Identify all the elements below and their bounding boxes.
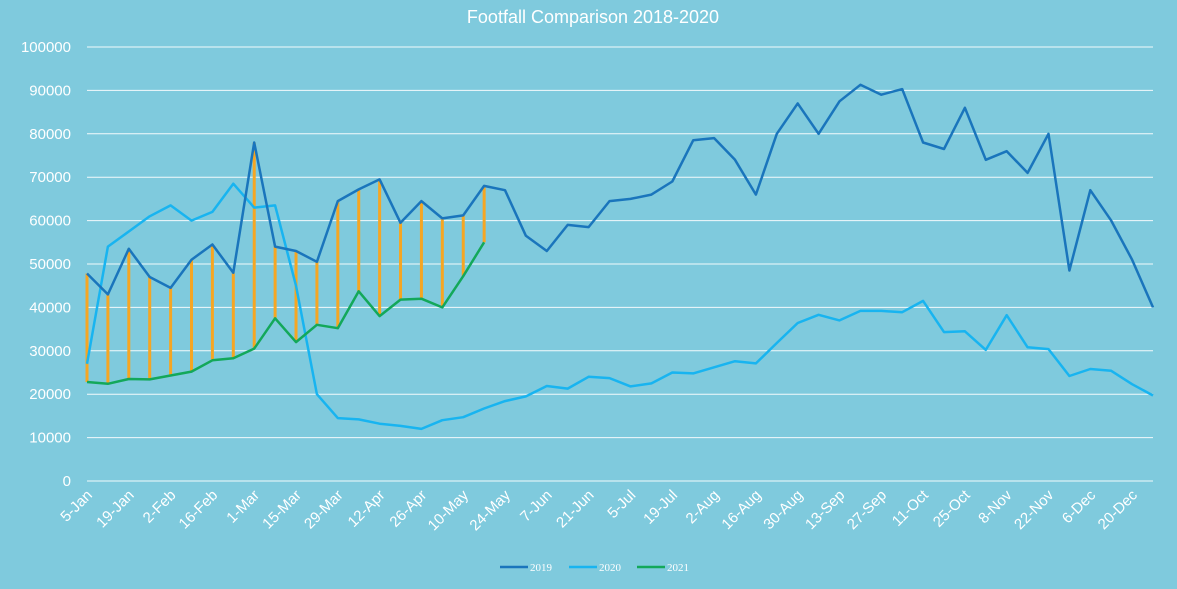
y-tick-label: 0 [63,473,71,490]
legend-label-2019: 2019 [530,562,553,574]
y-axis-ticks: 0 10000 20000 30000 40000 50000 60000 70000 8000… [21,39,71,490]
x-tick-label: 16-Aug [718,487,764,533]
x-tick-label: 16-Feb [176,487,222,533]
x-tick-label: 20-Dec [1095,486,1142,533]
gridlines [87,46,1153,482]
legend: 2019 2020 2021 [500,562,689,574]
chart-title: Footfall Comparison 2018-2020 [467,7,719,27]
y-tick-label: 40000 [29,299,71,316]
series-line-2021 [86,241,486,386]
series-lines [85,83,1155,431]
x-tick-label: 19-Jul [640,487,681,528]
x-tick-label: 19-Jan [93,487,137,531]
x-tick-label: 29-Mar [301,487,347,533]
series-line-2019 [86,83,1155,308]
x-tick-label: 26-Apr [386,487,430,531]
x-tick-label: 30-Aug [760,487,806,533]
y-tick-label: 80000 [29,126,71,143]
x-tick-label: 5-Jan [57,487,96,526]
x-tick-label: 27-Sep [844,487,890,533]
y-tick-label: 10000 [29,430,71,447]
y-tick-label: 90000 [29,82,71,99]
x-tick-label: 1-Mar [223,487,263,527]
x-tick-label: 15-Mar [259,487,305,533]
legend-label-2021: 2021 [667,562,689,574]
y-tick-label: 60000 [29,213,71,230]
y-tick-label: 20000 [29,386,71,403]
y-tick-label: 70000 [29,169,71,186]
x-tick-label: 2-Aug [683,487,723,527]
series-line-2020 [85,182,1154,431]
x-tick-label: 12-Apr [345,487,389,531]
x-tick-label: 7-Jun [517,487,556,526]
x-tick-label: 5-Jul [604,487,639,522]
x-tick-label: 21-Jun [553,487,597,531]
hi-lo-lines [85,142,486,384]
x-tick-label: 11-Oct [889,486,933,530]
y-tick-label: 100000 [21,39,71,56]
y-tick-label: 50000 [29,256,71,273]
y-tick-label: 30000 [29,343,71,360]
x-tick-label: 25-Oct [930,486,974,530]
x-tick-label: 2-Feb [140,487,180,527]
x-tick-label: 24-May [466,486,514,534]
legend-label-2020: 2020 [599,562,622,574]
x-tick-label: 22-Nov [1011,486,1058,533]
x-tick-label: 10-May [425,486,473,534]
x-tick-label: 13-Sep [802,487,848,533]
